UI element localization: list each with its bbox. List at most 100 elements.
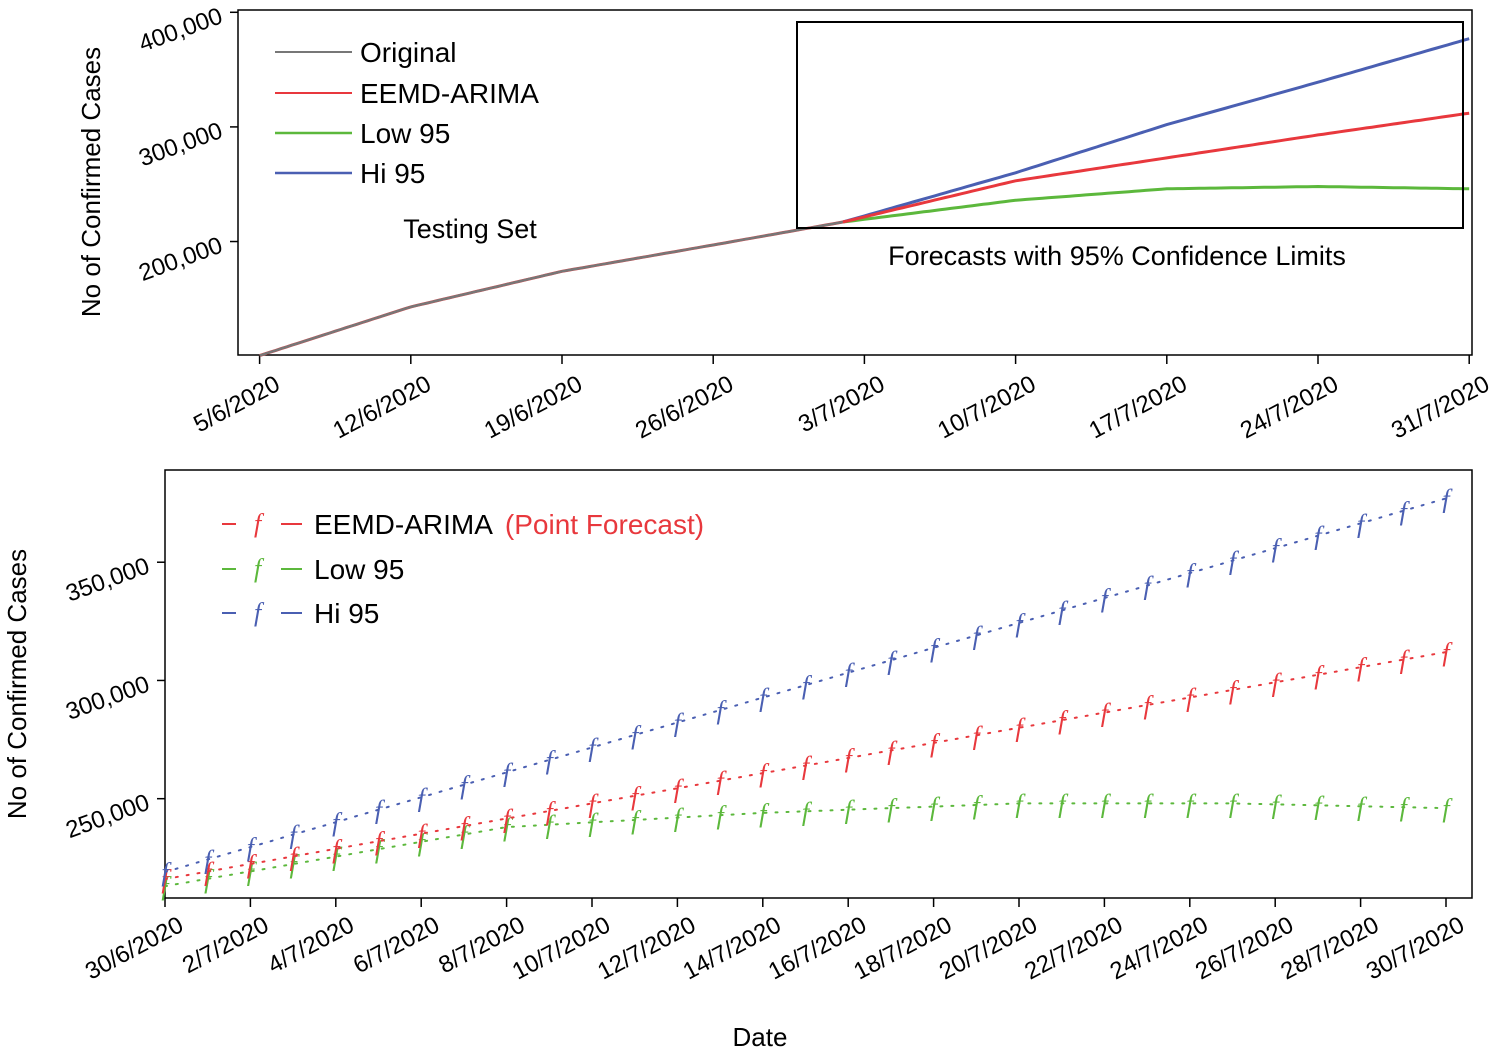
bottom-marker-eemd-arima: f [1101, 699, 1112, 728]
bottom-marker-hi-95: f [1229, 547, 1240, 576]
bottom-marker-hi-95: f [161, 858, 172, 887]
bottom-marker-eemd-arima: f [1357, 653, 1368, 682]
bottom-marker-low-95: f [460, 820, 471, 849]
bottom-y-tick-label: 300,000 [62, 671, 153, 726]
bottom-y-tick-label: 350,000 [62, 552, 153, 607]
top-chart: 200,000 300,000 400,000 5/6/2020 12/6/2020 1… [76, 3, 1494, 445]
bottom-marker-hi-95: f [973, 621, 984, 650]
bottom-x-tick-label: 26/7/2020 [1191, 911, 1298, 985]
bottom-marker-low-95: f [204, 865, 215, 894]
bottom-marker-eemd-arima: f [1400, 646, 1411, 675]
bottom-marker-eemd-arima: f [716, 767, 727, 796]
bottom-marker-eemd-arima: f [161, 865, 172, 894]
bottom-marker-eemd-arima: f [802, 752, 813, 781]
bottom-marker-low-95: f [1357, 792, 1368, 821]
bottom-marker-eemd-arima: f [1015, 714, 1026, 743]
bottom-marker-low-95: f [845, 796, 856, 825]
bottom-x-tick-label: 18/7/2020 [849, 911, 956, 985]
bottom-marker-low-95: f [802, 797, 813, 826]
top-series-line-low-95 [842, 185, 1470, 224]
top-x-tick-label: 31/7/2020 [1387, 370, 1494, 444]
bottom-marker-hi-95: f [759, 684, 770, 713]
bottom-marker-hi-95: f [204, 846, 215, 875]
bottom-x-tick-label: 6/7/2020 [349, 911, 444, 979]
top-x-tick-label: 24/7/2020 [1236, 370, 1343, 444]
bottom-marker-low-95: f [759, 799, 770, 828]
top-x-axis: 5/6/2020 12/6/2020 19/6/2020 26/6/2020 3/7/2… [189, 355, 1494, 444]
bottom-y-tick-label: 250,000 [62, 789, 153, 844]
bottom-marker-hi-95: f [802, 671, 813, 700]
bottom-marker-hi-95: f [1186, 559, 1197, 588]
top-y-tick-label: 300,000 [135, 117, 226, 172]
bottom-marker-eemd-arima: f [759, 759, 770, 788]
bottom-marker-hi-95: f [1101, 584, 1112, 613]
bottom-marker-hi-95: f [1272, 534, 1283, 563]
top-x-tick-label: 17/7/2020 [1085, 370, 1192, 444]
legend-original: Original [360, 37, 456, 68]
top-x-tick-label: 5/6/2020 [189, 370, 284, 438]
bottom-marker-eemd-arima: f [973, 721, 984, 750]
bottom-marker-eemd-arima: f [1058, 706, 1069, 735]
bottom-marker-low-95: f [1229, 789, 1240, 818]
bottom-x-tick-label: 2/7/2020 [178, 911, 273, 979]
top-series-line-original [259, 220, 844, 357]
top-x-tick-label: 10/7/2020 [933, 370, 1040, 444]
bottom-x-tick-label: 12/7/2020 [593, 911, 700, 985]
legend-marker-hi: f [254, 598, 265, 627]
bottom-marker-hi-95: f [631, 721, 642, 750]
bottom-marker-low-95: f [546, 811, 557, 840]
bottom-x-tick-label: 16/7/2020 [764, 911, 871, 985]
top-legend: Original EEMD-ARIMA Low 95 Hi 95 [275, 37, 539, 189]
top-y-tick-label: 200,000 [135, 232, 226, 287]
bottom-marker-low-95: f [247, 857, 258, 886]
bottom-marker-eemd-arima: f [845, 744, 856, 773]
bottom-series: f f f f f f f f f f f f f f f f f f f f f f f f f f f f f f ff f f f f f f f f… [161, 484, 1453, 901]
legend-hi95: Hi 95 [360, 158, 425, 189]
bottom-marker-eemd-arima: f [1143, 691, 1154, 720]
bottom-marker-low-95: f [1272, 790, 1283, 819]
bottom-marker-hi-95: f [845, 659, 856, 688]
bottom-legend: f EEMD-ARIMA (Point Forecast) f Low 95 f … [222, 509, 704, 629]
bottom-marker-eemd-arima: f [546, 797, 557, 826]
bottom-x-tick-label: 30/7/2020 [1362, 911, 1469, 985]
bottom-x-axis: 30/6/20202/7/20204/7/20206/7/20208/7/202… [81, 898, 1469, 985]
bottom-marker-eemd-arima: f [289, 842, 300, 871]
bottom-marker-hi-95: f [332, 808, 343, 837]
bottom-marker-hi-95: f [1357, 509, 1368, 538]
bottom-marker-low-95: f [1400, 793, 1411, 822]
bottom-chart: 250,000 300,000 350,000 30/6/20202/7/20204… [2, 469, 1473, 1052]
bottom-marker-low-95: f [332, 843, 343, 872]
bottom-marker-eemd-arima: f [674, 774, 685, 803]
bottom-x-tick-label: 14/7/2020 [679, 911, 786, 985]
legend-marker-eemd: f [254, 509, 265, 538]
bottom-marker-eemd-arima: f [204, 858, 215, 887]
bottom-marker-eemd-arima: f [247, 850, 258, 879]
top-series-line-hi-95 [842, 37, 1470, 224]
bottom-marker-eemd-arima: f [930, 729, 941, 758]
top-y-tick-label: 400,000 [135, 3, 226, 58]
bottom-marker-low-95: f [1015, 789, 1026, 818]
bottom-marker-eemd-arima: f [588, 789, 599, 818]
top-y-axis-title: No of Confirmed Cases [76, 47, 106, 317]
bottom-marker-hi-95: f [674, 709, 685, 738]
bottom-marker-low-95: f [716, 801, 727, 830]
bottom-marker-hi-95: f [1015, 609, 1026, 638]
bottom-marker-eemd-arima: f [1272, 668, 1283, 697]
bottom-marker-eemd-arima: f [1314, 661, 1325, 690]
bottom-marker-low-95: f [1101, 789, 1112, 818]
legend-low95: Low 95 [360, 118, 450, 149]
bottom-marker-eemd-arima: f [631, 782, 642, 811]
bottom-marker-low-95: f [930, 793, 941, 822]
bottom-marker-hi-95: f [247, 833, 258, 862]
bottom-marker-low-95: f [887, 794, 898, 823]
bottom-marker-hi-95: f [1143, 572, 1154, 601]
bottom-x-axis-title: Date [733, 1022, 788, 1052]
bottom-x-tick-label: 22/7/2020 [1020, 911, 1127, 985]
legend-hi95-bottom: Hi 95 [314, 598, 379, 629]
bottom-marker-hi-95: f [887, 646, 898, 675]
forecast-box [796, 21, 1464, 229]
bottom-x-tick-label: 10/7/2020 [508, 911, 615, 985]
bottom-marker-low-95: f [674, 804, 685, 833]
bottom-marker-eemd-arima: f [460, 812, 471, 841]
top-series [259, 37, 1470, 358]
